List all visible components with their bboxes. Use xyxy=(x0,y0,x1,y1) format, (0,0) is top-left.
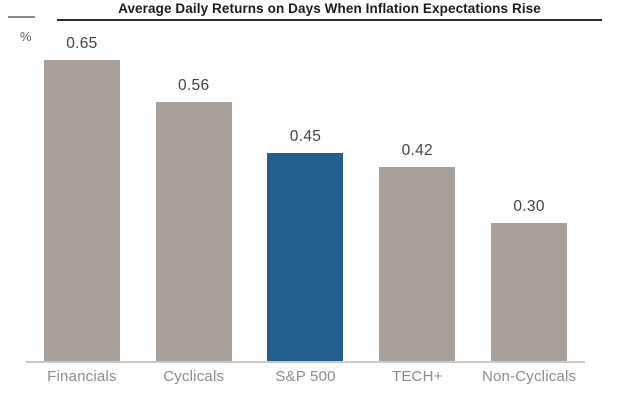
bar-value-label: 0.42 xyxy=(401,142,433,159)
category-label-noncyclicals: Non-Cyclicals xyxy=(481,368,577,385)
bar-value-label: 0.56 xyxy=(178,77,210,94)
plot-area: 0.65 0.56 0.45 0.42 0.30 xyxy=(26,0,585,362)
bar-group-noncyclicals: 0.30 xyxy=(473,198,585,362)
bar-cyclicals xyxy=(155,102,232,362)
category-label-sp500: S&P 500 xyxy=(275,368,336,385)
category-label-tech: TECH+ xyxy=(391,368,443,385)
bar-noncyclicals xyxy=(491,223,568,362)
bar-sp500-highlighted xyxy=(267,153,344,362)
bar-financials xyxy=(43,60,120,362)
bar-group-cyclicals: 0.56 xyxy=(138,77,250,362)
category-label-cyclicals: Cyclicals xyxy=(163,368,225,385)
category-axis: Financials Cyclicals S&P 500 TECH+ Non-C… xyxy=(26,368,585,385)
category-label-financials: Financials xyxy=(47,368,117,385)
bar-group-financials: 0.65 xyxy=(26,35,138,362)
x-axis-line xyxy=(26,361,585,363)
title-left-tick-line xyxy=(8,16,35,18)
chart-title: Average Daily Returns on Days When Infla… xyxy=(57,1,602,21)
bar-group-sp500: 0.45 xyxy=(250,128,362,362)
bar-group-tech: 0.42 xyxy=(361,142,473,362)
y-axis-unit-label: % xyxy=(20,29,32,44)
bar-value-label: 0.45 xyxy=(289,128,322,145)
bar-tech xyxy=(379,167,456,362)
bar-value-label: 0.30 xyxy=(513,198,545,215)
bar-value-label: 0.65 xyxy=(66,35,98,52)
